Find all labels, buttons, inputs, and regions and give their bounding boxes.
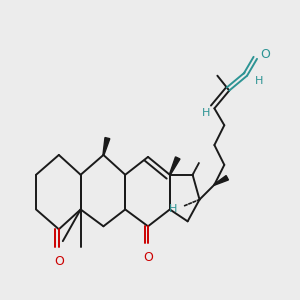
Polygon shape <box>214 176 229 185</box>
Text: O: O <box>54 255 64 268</box>
Text: O: O <box>143 251 153 264</box>
Text: O: O <box>260 48 270 62</box>
Text: H: H <box>169 204 178 214</box>
Text: H: H <box>202 108 211 118</box>
Polygon shape <box>169 157 180 175</box>
Polygon shape <box>103 137 110 155</box>
Text: H: H <box>255 76 263 85</box>
